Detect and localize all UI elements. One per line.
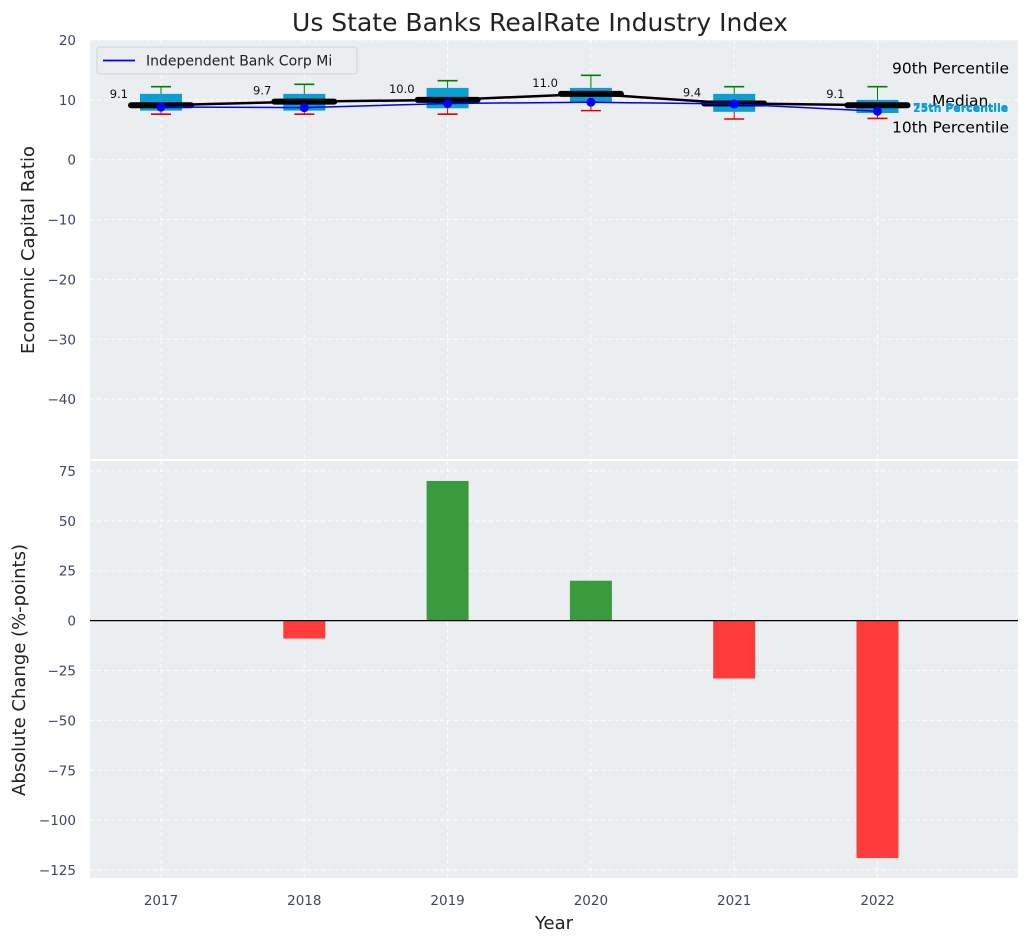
x-axis-title: Year (534, 913, 574, 934)
x-tick-2018: 2018 (287, 893, 321, 909)
bottom-y-tick-0: 0 (67, 614, 76, 630)
median-value-label-2018: 9.7 (253, 84, 271, 98)
x-tick-2019: 2019 (430, 893, 464, 909)
company-point-2022 (873, 106, 882, 116)
change-bar-2020 (569, 580, 612, 621)
top-y-tick--10: −10 (48, 213, 77, 229)
x-tick-2022: 2022 (860, 893, 894, 909)
change-bar-2019 (426, 480, 469, 621)
bottom-y-tick-75: 75 (59, 464, 76, 480)
company-point-2019 (443, 98, 453, 108)
company-point-2021 (729, 99, 739, 109)
bottom-y-axis-title: Absolute Change (%-points) (9, 544, 30, 796)
x-tick-2020: 2020 (574, 893, 608, 909)
top-y-tick--30: −30 (48, 332, 77, 348)
top-y-tick-10: 10 (59, 93, 76, 109)
company-point-2020 (586, 97, 596, 107)
x-tick-2017: 2017 (144, 893, 178, 909)
p10-annotation: 10th Percentile (892, 118, 1009, 136)
median-value-label-2022: 9.1 (826, 87, 844, 101)
top-y-axis-title: Economic Capital Ratio (18, 146, 39, 354)
median-value-label-2019: 10.0 (389, 82, 415, 96)
p75-annotation: 75th Percentile (913, 101, 1008, 114)
company-point-2017 (156, 102, 166, 112)
change-bar-2021 (713, 620, 756, 679)
change-bar-2022 (856, 620, 899, 859)
median-annotation: Median (932, 92, 988, 110)
median-value-label-2021: 9.4 (683, 85, 701, 99)
p90-annotation: 90th Percentile (892, 60, 1009, 78)
company-line (160, 101, 878, 112)
bottom-y-tick--50: −50 (48, 713, 77, 729)
top-y-tick--20: −20 (48, 272, 77, 288)
bottom-y-tick-50: 50 (59, 514, 76, 530)
bottom-y-tick--100: −100 (39, 813, 76, 829)
x-tick-2021: 2021 (717, 893, 751, 909)
top-y-tick--40: −40 (48, 392, 77, 408)
legend-box (96, 46, 358, 75)
company-point-2018 (299, 103, 309, 113)
bottom-y-tick--75: −75 (48, 763, 77, 779)
legend-label: Independent Bank Corp Mi (146, 54, 332, 70)
chart-title: Us State Banks RealRate Industry Index (292, 8, 788, 37)
bottom-y-tick-25: 25 (59, 564, 76, 580)
median-value-label-2020: 11.0 (532, 76, 558, 90)
median-value-label-2017: 9.1 (110, 87, 128, 101)
p25-annotation: 25th Percentile (913, 102, 1008, 115)
top-y-tick-20: 20 (59, 33, 76, 49)
top-y-tick-0: 0 (67, 153, 76, 169)
change-bar-2018 (283, 620, 326, 639)
bottom-y-tick--125: −125 (39, 863, 76, 879)
bottom-y-tick--25: −25 (48, 663, 77, 679)
